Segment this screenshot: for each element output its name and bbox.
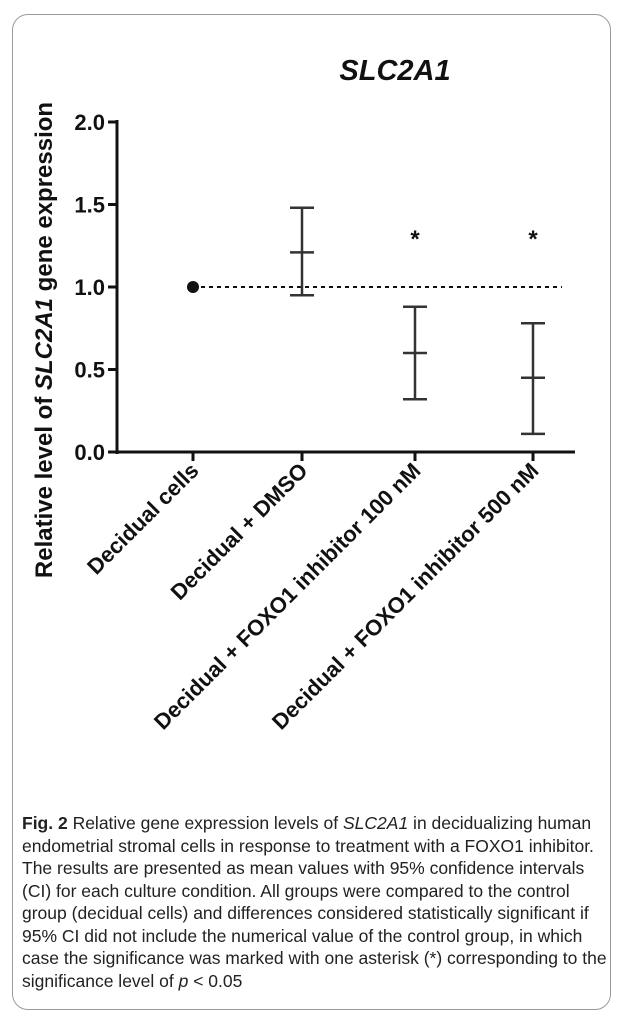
y-tick-label: 0.5 [74, 358, 105, 383]
caption-text-2: in decidualizing human endometrial strom… [22, 813, 607, 991]
y-axis-label-gene: SLC2A1 [31, 298, 58, 390]
category-label: Decidual cells [82, 458, 203, 579]
caption-gene: SLC2A1 [343, 813, 409, 833]
data-marks: * * [187, 206, 545, 436]
x-ticks [191, 452, 535, 461]
y-tick-label: 0.0 [74, 440, 105, 465]
category-label: Decidual + FOXO1 inhibitor 500 nM [267, 458, 544, 735]
caption-p: p [178, 970, 189, 991]
y-axis-label-suffix: gene expression [31, 102, 58, 298]
y-tick-label: 1.0 [74, 275, 105, 300]
y-axis-label-prefix: Relative level of [31, 390, 58, 578]
y-axis-label: Relative level of SLC2A1 gene expression [31, 102, 58, 578]
y-ticks: 0.0 0.5 1.0 1.5 2.0 [74, 110, 117, 465]
figure-frame [12, 14, 611, 1010]
significance-marker: * [528, 226, 538, 253]
chart-svg: SLC2A1 Relative level of SLC2A1 gene exp… [31, 55, 575, 735]
caption-fig-label: Fig. 2 [22, 813, 68, 833]
significance-marker: * [410, 226, 420, 253]
caption-text-3: < 0.05 [188, 970, 243, 991]
y-tick-label: 2.0 [74, 110, 105, 135]
figure-caption: Fig. 2 Relative gene expression levels o… [22, 812, 607, 992]
caption-text-1: Relative gene expression levels of [67, 813, 343, 833]
chart-title: SLC2A1 [339, 55, 450, 87]
mean-point [187, 281, 199, 293]
y-tick-label: 1.5 [74, 193, 105, 218]
